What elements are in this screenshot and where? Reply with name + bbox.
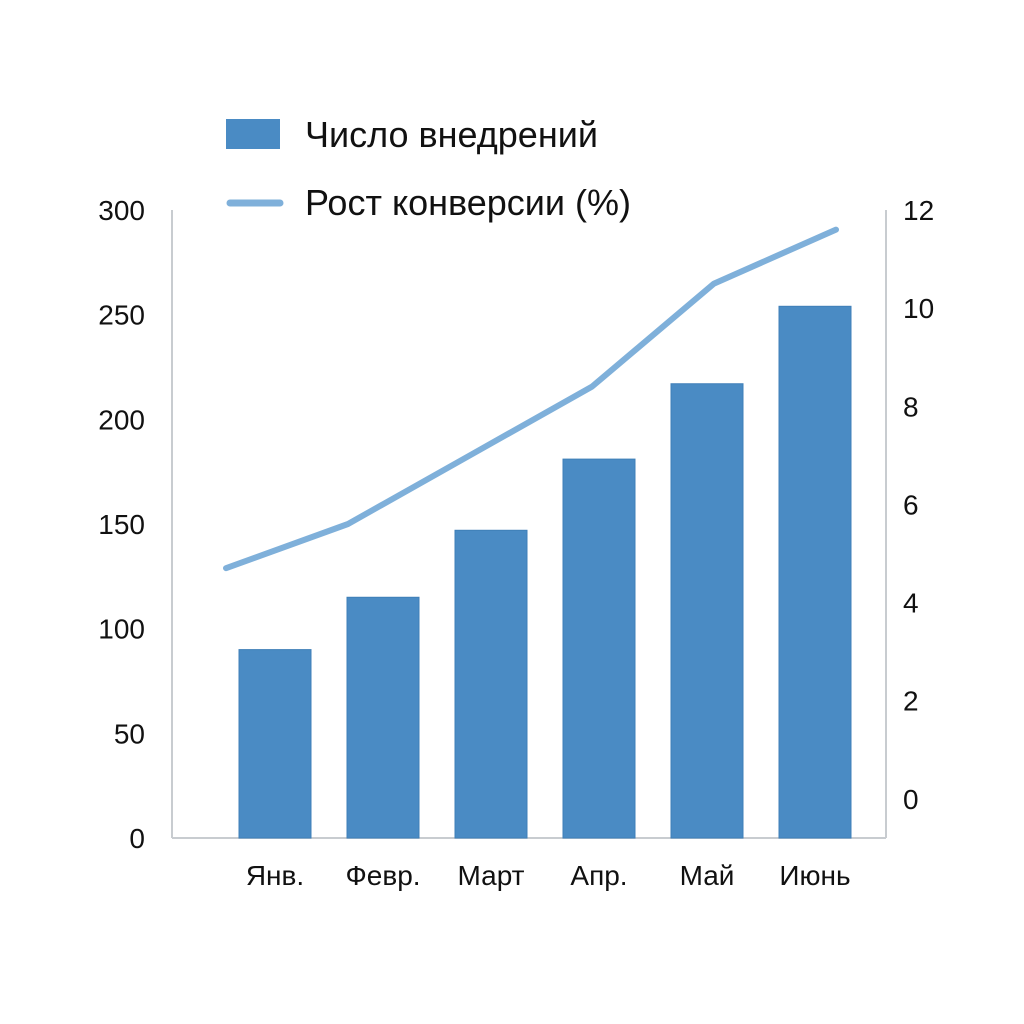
line-point-4 [591,386,593,388]
right-tick-label: 12 [903,195,934,226]
right-tick-label: 4 [903,588,919,619]
left-tick-label: 150 [98,509,145,540]
category-label: Апр. [570,860,627,891]
right-tick-label: 0 [903,784,919,815]
category-label: Февр. [345,860,420,891]
chart-legend: Число внедрений Рост конверсии (%) [226,114,631,223]
left-axis-ticks: 0 50 100 150 200 250 300 [98,195,145,854]
line-point-1 [225,567,227,569]
left-tick-label: 250 [98,300,145,331]
bar-3 [454,529,528,839]
left-tick-label: 100 [98,614,145,645]
category-label: Июнь [779,860,850,891]
left-tick-label: 200 [98,404,145,435]
category-label: Май [680,860,735,891]
bar-2 [346,596,420,839]
line-point-2 [347,523,349,525]
left-tick-label: 300 [98,195,145,226]
category-label: Янв. [246,860,304,891]
right-axis-ticks: 0 2 4 6 8 10 12 [903,195,934,815]
bar-series [238,305,852,839]
left-tick-label: 50 [114,718,145,749]
category-label: Март [458,860,525,891]
right-tick-label: 10 [903,293,934,324]
category-labels: Янв. Февр. Март Апр. Май Июнь [246,860,851,891]
line-point-5 [713,283,715,285]
bar-4 [562,458,636,839]
right-tick-label: 6 [903,489,919,520]
bar-5 [670,383,744,839]
bar-6 [778,305,852,839]
right-tick-label: 8 [903,391,919,422]
line-series [223,226,839,572]
line-point-6 [835,229,837,231]
conversion-line [223,226,839,572]
bar-1 [238,649,312,839]
left-tick-label: 0 [129,823,145,854]
line-point-3 [469,454,471,456]
legend-swatch-bars [226,119,280,149]
legend-label-line: Рост конверсии (%) [305,182,631,223]
legend-label-bars: Число внедрений [305,114,598,155]
right-tick-label: 2 [903,686,919,717]
